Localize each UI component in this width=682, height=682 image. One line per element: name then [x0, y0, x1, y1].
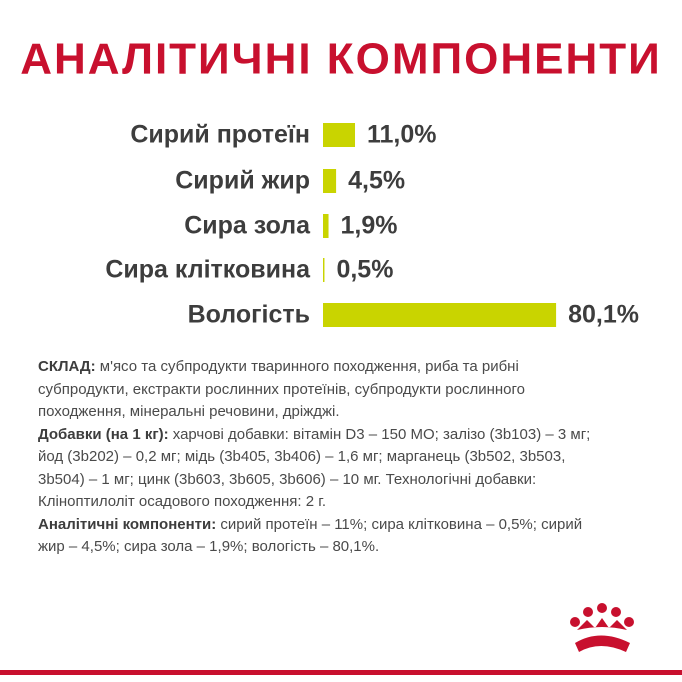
bar [323, 303, 557, 327]
paragraph-label: Аналітичні компоненти: [38, 515, 217, 533]
paragraph: Добавки (на 1 кг): харчові добавки: віта… [38, 424, 598, 514]
category-label: Сира клітковина [105, 256, 311, 284]
logo [570, 603, 634, 652]
bar [323, 169, 337, 193]
paragraph-label: Добавки (на 1 кг): [38, 425, 169, 443]
bar [323, 214, 329, 238]
value-label: 4,5% [348, 167, 405, 195]
composition: СКЛАД: м'ясо та субпродукти тваринного п… [38, 356, 598, 559]
paragraph-text: харчові добавки: вітамін D3 – 150 МО; за… [38, 425, 591, 511]
paragraph: Аналітичні компоненти: сирий протеїн – 1… [38, 514, 598, 559]
paragraph-label: СКЛАД: [38, 358, 96, 375]
bar [323, 123, 356, 147]
value-label: 11,0% [367, 121, 437, 149]
category-label: Сирий жир [175, 167, 310, 195]
bottom-rule [0, 670, 682, 675]
value-label: 1,9% [341, 212, 398, 240]
category-label: Сирий протеїн [130, 121, 310, 149]
paragraph: СКЛАД: м'ясо та субпродукти тваринного п… [38, 356, 598, 424]
bar [323, 258, 325, 282]
chart-title: АНАЛІТИЧНІ КОМПОНЕНТИ [20, 35, 662, 84]
category-label: Сира зола [184, 212, 311, 240]
value-label: 0,5% [336, 256, 393, 284]
paragraph-text: м'ясо та субпродукти тваринного походжен… [38, 358, 525, 420]
paragraph-text: сирий протеїн – 11%; сира клітковина – 0… [38, 515, 583, 556]
category-label: Вологість [188, 301, 310, 329]
value-label: 80,1% [568, 301, 639, 329]
